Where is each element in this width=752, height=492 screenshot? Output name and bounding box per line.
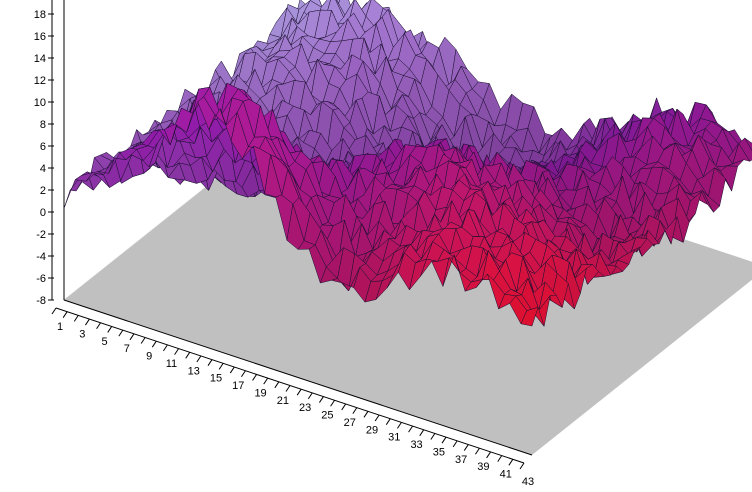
row-tick-mark (174, 348, 179, 355)
row-tick-mark (185, 352, 191, 359)
row-tick-label: 31 (388, 432, 400, 444)
row-tick-mark (486, 451, 491, 459)
row-tick-label: 3 (79, 328, 85, 340)
row-tick-mark (296, 388, 302, 396)
row-tick-label: 11 (166, 358, 177, 370)
z-tick-label: -2 (36, 229, 46, 241)
surface-cell (520, 306, 539, 327)
row-tick-mark (408, 425, 413, 433)
z-tick-label: 16 (34, 31, 46, 43)
row-tick-mark (274, 381, 280, 389)
row-tick-label: 39 (477, 461, 489, 473)
row-tick-mark (129, 333, 135, 341)
row-tick-label: 27 (344, 417, 356, 429)
row-tick-mark (497, 455, 503, 462)
row-tick-label: 29 (366, 424, 378, 436)
row-tick-mark (85, 318, 90, 326)
row-tick-label: 25 (321, 410, 333, 422)
row-tick-mark (207, 359, 213, 366)
row-tick-mark (51, 307, 57, 315)
row-tick-mark (163, 344, 168, 352)
row-tick-label: 19 (254, 387, 266, 399)
row-tick-mark (252, 374, 257, 381)
row-tick-label: 37 (455, 454, 467, 466)
row-tick-label: 35 (433, 446, 445, 458)
z-tick-label: -4 (36, 251, 46, 263)
row-tick-mark (441, 436, 447, 444)
row-tick-mark (385, 418, 391, 425)
row-tick-mark (319, 396, 324, 403)
row-tick-mark (96, 322, 101, 330)
z-tick-label: 8 (40, 119, 46, 131)
row-tick-mark (374, 414, 380, 422)
row-tick-mark (341, 403, 347, 411)
row-tick-mark (229, 366, 235, 374)
row-tick-label: 43 (522, 476, 534, 488)
z-tick-label: 2 (40, 185, 46, 197)
row-tick-mark (263, 377, 269, 385)
row-tick-mark (196, 355, 202, 363)
row-tick-mark (330, 399, 335, 407)
row-tick-mark (73, 315, 79, 322)
row-tick-mark (363, 411, 369, 418)
row-tick-mark (519, 462, 525, 470)
row-tick-mark (397, 422, 402, 429)
row-tick-mark (452, 440, 458, 448)
row-tick-label: 33 (410, 439, 422, 451)
row-tick-mark (118, 329, 124, 337)
row-tick-mark (107, 326, 113, 333)
row-tick-mark (140, 337, 146, 344)
z-tick-label: -6 (36, 273, 46, 285)
row-tick-mark (352, 407, 358, 414)
z-tick-label: 18 (34, 9, 46, 21)
row-tick-label: 5 (102, 336, 108, 348)
row-tick-label: 17 (232, 380, 244, 392)
z-tick-label: 4 (40, 163, 46, 175)
row-tick-label: 23 (299, 402, 311, 414)
z-tick-label: 6 (40, 141, 46, 153)
z-tick-label: 14 (34, 53, 46, 65)
z-tick-label: 12 (34, 75, 46, 87)
row-tick-label: 21 (277, 395, 289, 407)
z-tick-label: 0 (40, 207, 46, 219)
row-tick-mark (285, 385, 291, 392)
row-tick-mark (508, 459, 514, 466)
row-tick-label: 7 (124, 343, 130, 355)
surface-mesh (63, 0, 752, 327)
z-tick-label: 10 (34, 97, 46, 109)
row-tick-label: 9 (146, 351, 152, 363)
row-tick-label: 15 (210, 373, 222, 385)
row-tick-mark (419, 429, 425, 437)
floor-front-edge (63, 299, 533, 456)
row-tick-label: 1 (57, 321, 63, 333)
row-tick-mark (307, 392, 313, 400)
z-tick-label: -8 (36, 295, 46, 307)
row-tick-mark (151, 340, 157, 348)
z-axis: -8-6-4-202468101214161820 (34, 0, 54, 307)
row-tick-label: 41 (500, 469, 512, 481)
row-tick-mark (475, 447, 480, 455)
row-tick-mark (218, 363, 224, 370)
row-tick-mark (241, 370, 246, 378)
row-tick-label: 13 (188, 365, 200, 377)
row-tick-mark (62, 311, 68, 318)
row-tick-mark (430, 433, 436, 440)
row-tick-mark (463, 444, 469, 451)
